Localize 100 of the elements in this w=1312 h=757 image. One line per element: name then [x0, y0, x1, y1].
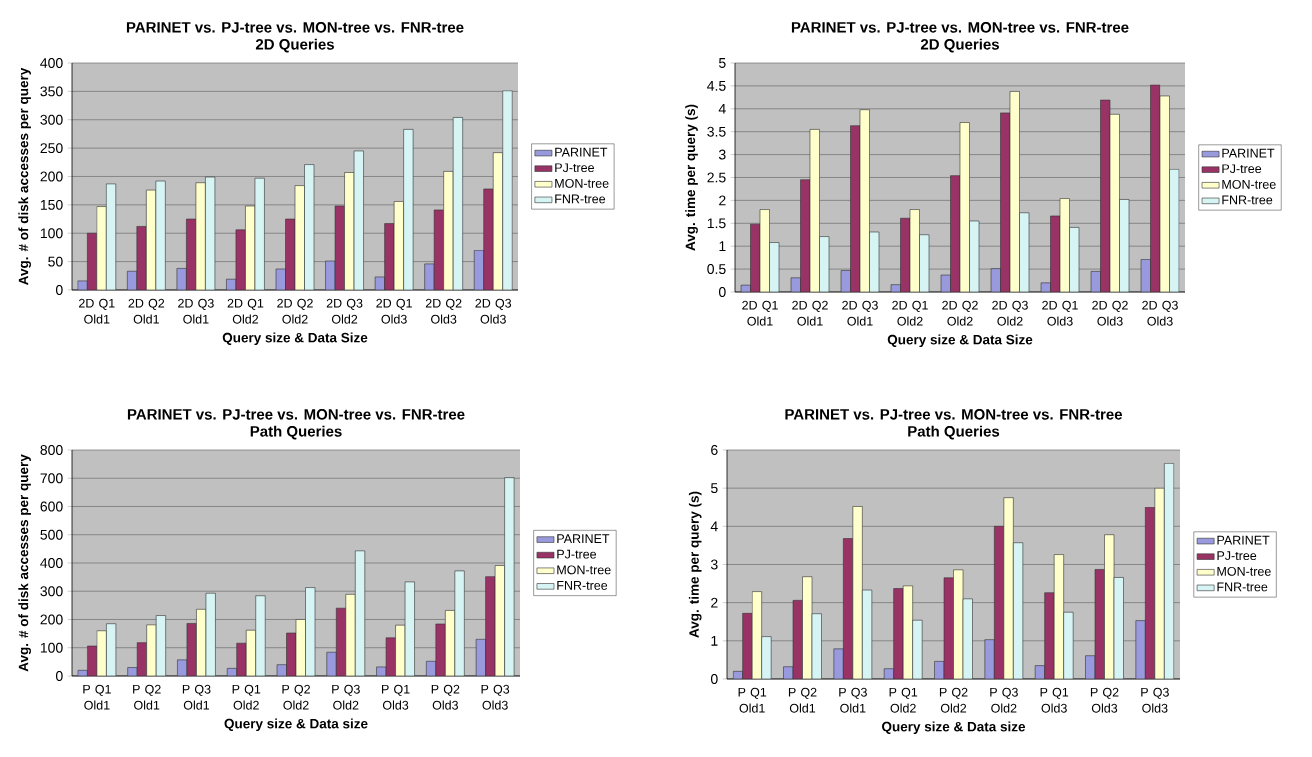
bar: [1154, 487, 1165, 679]
x-axis-title: Query size & Data size: [224, 718, 368, 732]
bar: [984, 639, 995, 679]
chart-subtitle: 2D Queries: [920, 38, 999, 53]
x-tick-label: 2D Q3 Old1: [842, 300, 878, 326]
chart-title: PARINET vs. PJ-tree vs. MON-tree vs. FNR-tree: [127, 409, 465, 420]
x-tick-label: P Q1 Old2: [232, 684, 261, 710]
x-axis-title: Query size & Data size: [882, 721, 1026, 735]
x-tick-label: P Q1 Old1: [738, 687, 767, 713]
y-tick-label: 0: [718, 287, 726, 297]
y-tick-label: 1: [711, 636, 718, 646]
x-tick-label: P Q2 Old3: [1090, 687, 1119, 713]
bar: [236, 642, 247, 676]
y-tick-label: 500: [40, 529, 63, 540]
x-tick-label: 2D Q2 Old2: [942, 300, 978, 326]
y-tick-label: 0: [710, 674, 718, 684]
legend-label: FNR-tree: [557, 581, 608, 590]
x-axis-title: Query size & Data Size: [222, 332, 368, 346]
x-tick-label: 2D Q3 Old1: [178, 298, 214, 324]
y-tick-label: 2: [719, 195, 726, 206]
y-tick-label: 700: [40, 473, 63, 484]
x-tick-label: 2D Q2 Old3: [1092, 300, 1128, 326]
y-tick-label: 4: [718, 103, 726, 114]
y-tick-label: 400: [40, 558, 63, 568]
chart-subtitle: Path Queries: [908, 425, 1000, 440]
y-tick-label: 0.5: [707, 264, 726, 275]
y-tick-label: 100: [40, 642, 63, 653]
y-axis-title: Avg. # of disk accesses per query: [18, 454, 31, 672]
x-tick-label: P Q2 Old2: [939, 687, 968, 713]
y-tick-label: 400: [40, 58, 63, 68]
y-tick-label: 300: [40, 114, 63, 125]
y-axis-title: Avg. time per query (s): [685, 104, 698, 251]
chart-title: PARINET vs. PJ-tree vs. MON-tree vs. FNR-tree: [126, 22, 464, 33]
y-tick-label: 250: [40, 143, 63, 154]
y-tick-label: 3.5: [707, 126, 726, 137]
x-tick-label: P Q2 Old1: [788, 687, 817, 713]
bar: [146, 624, 157, 676]
legend-label: MON-tree: [555, 178, 609, 188]
bar: [136, 226, 147, 290]
bar: [1003, 497, 1014, 679]
x-tick-label: 2D Q1 Old1: [79, 298, 115, 324]
bar: [443, 171, 454, 290]
bar: [96, 206, 107, 290]
y-tick-label: 100: [40, 228, 63, 239]
y-tick-label: 0: [55, 671, 63, 681]
legend-label: FNR-tree: [1217, 582, 1268, 592]
x-tick-label: 2D Q1 Old2: [227, 298, 264, 324]
bar: [1135, 620, 1146, 679]
x-tick-label: P Q1 Old2: [889, 687, 918, 713]
x-tick-label: P Q3 Old2: [990, 687, 1018, 713]
x-tick-label: 2D Q2 Old2: [277, 298, 313, 324]
y-axis-title: Avg. # of disk accesses per query: [18, 67, 31, 285]
y-tick-label: 4: [710, 521, 718, 532]
x-tick-label: P Q3 Old3: [1141, 687, 1169, 713]
x-tick-label: 2D Q1 Old3: [1042, 300, 1078, 326]
y-tick-label: 200: [40, 171, 63, 182]
x-tick-label: 2D Q3 Old2: [326, 298, 363, 324]
y-tick-label: 2: [711, 597, 718, 608]
y-tick-label: 3: [718, 149, 726, 160]
y-tick-label: 300: [40, 586, 63, 597]
y-tick-label: 1: [719, 241, 726, 251]
x-tick-label: 2D Q3 Old2: [992, 300, 1028, 326]
y-tick-label: 4.5: [707, 81, 726, 91]
legend-label: PARINET: [557, 534, 610, 543]
y-tick-label: 600: [40, 501, 63, 512]
x-tick-label: P Q2 Old3: [431, 684, 460, 710]
x-tick-label: P Q1 Old3: [1040, 687, 1069, 713]
y-axis-title: Avg. time per query (s): [688, 491, 702, 638]
bar: [345, 594, 356, 676]
y-tick-label: 3: [710, 559, 718, 570]
legend-label: PJ-tree: [557, 549, 597, 559]
x-tick-label: 2D Q1 Old3: [376, 298, 412, 324]
x-tick-label: P Q3 Old1: [182, 684, 211, 710]
legend-label: FNR-tree: [555, 194, 606, 204]
x-tick-label: 2D Q2 Old1: [128, 298, 165, 324]
x-axis-title: Query size & Data Size: [887, 334, 1033, 348]
y-tick-label: 5: [718, 58, 726, 68]
chart-subtitle: Path Queries: [250, 425, 342, 440]
x-tick-label: P Q3 Old3: [481, 684, 510, 710]
y-tick-label: 2.5: [707, 172, 726, 183]
x-tick-label: P Q1 Old3: [381, 684, 410, 710]
y-tick-label: 800: [40, 445, 63, 455]
legend-label: MON-tree: [557, 565, 611, 575]
bar: [852, 506, 863, 679]
x-tick-label: P Q1 Old1: [83, 684, 111, 710]
x-tick-label: 2D Q2 Old1: [792, 300, 828, 326]
y-tick-label: 6: [711, 445, 718, 455]
legend-label: PJ-tree: [555, 163, 594, 173]
legend-label: PARINET: [1217, 535, 1270, 545]
legend-label: MON-tree: [1217, 566, 1271, 576]
legend-label: PARINET: [555, 147, 608, 157]
y-tick-label: 50: [48, 256, 63, 267]
bar: [833, 648, 844, 679]
x-tick-label: 2D Q2 Old3: [425, 298, 462, 324]
chart-title: PARINET vs. PJ-tree vs. MON-tree vs. FNR-tree: [785, 409, 1123, 420]
x-tick-label: P Q3 Old2: [332, 684, 360, 710]
y-tick-label: 150: [40, 199, 63, 210]
y-tick-label: 1.5: [707, 218, 726, 229]
legend-label: PJ-tree: [1222, 164, 1262, 174]
legend-label: PARINET: [1222, 148, 1275, 158]
